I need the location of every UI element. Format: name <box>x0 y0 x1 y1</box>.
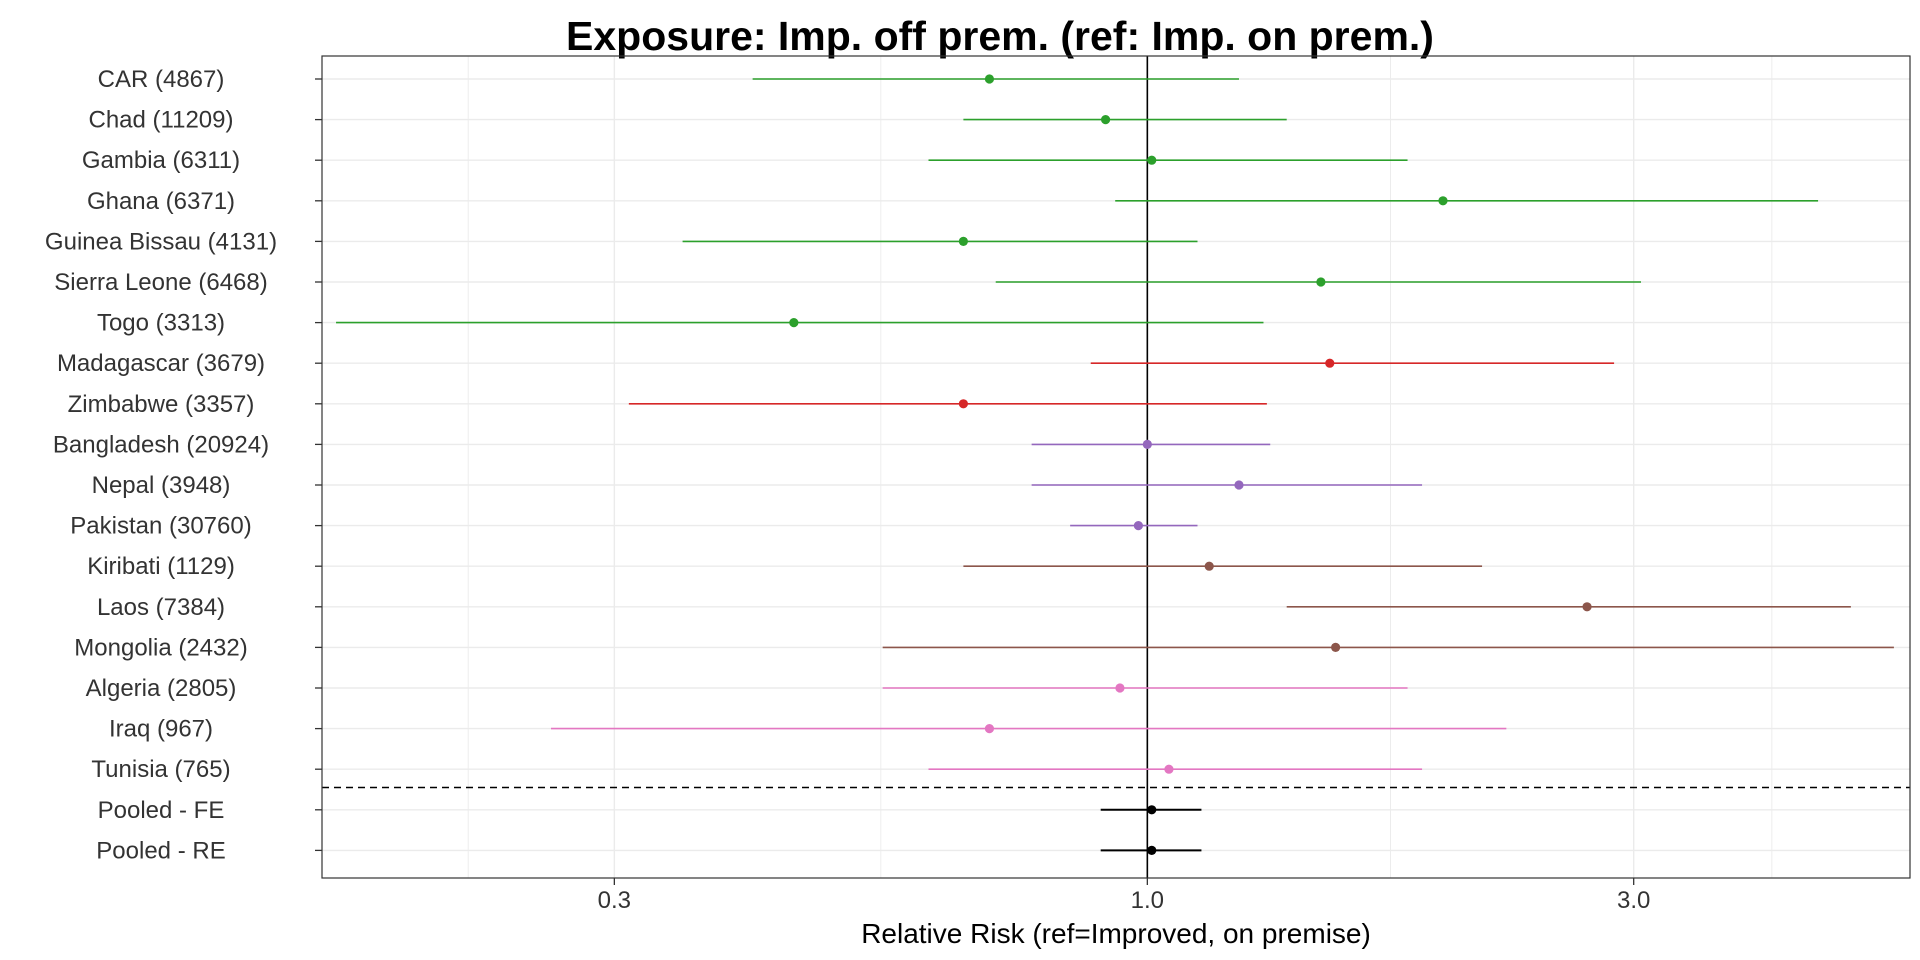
y-tick-label: Laos (7384) <box>97 594 225 621</box>
point-estimate <box>1100 115 1111 125</box>
y-tick-label: Pakistan (30760) <box>70 513 251 540</box>
y-tick-label: Kiribati (1129) <box>87 553 235 580</box>
x-tick-label: 0.3 <box>598 887 631 914</box>
y-tick-label: Pooled - RE <box>96 837 225 864</box>
chart-title: Exposure: Imp. off prem. (ref: Imp. on p… <box>566 13 1434 59</box>
point-estimate <box>984 724 995 734</box>
y-tick-label: Algeria (2805) <box>86 675 237 702</box>
point-estimate <box>789 318 799 328</box>
y-tick-label: Ghana (6371) <box>87 188 235 215</box>
x-axis-title: Relative Risk (ref=Improved, on premise) <box>861 918 1371 949</box>
y-tick-label: Bangladesh (20924) <box>53 431 269 458</box>
point-estimate <box>1331 642 1341 653</box>
y-axis-tick-labels: CAR (4867) Chad (11209) Gambia (6311) Ghana… <box>45 66 322 864</box>
y-tick-label: CAR (4867) <box>98 66 225 93</box>
y-tick-label: Togo (3313) <box>97 310 225 337</box>
y-tick-label: Tunisia (765) <box>91 756 230 783</box>
x-tick-label: 3.0 <box>1617 887 1650 914</box>
point-estimate <box>1325 358 1335 368</box>
point-estimate <box>1147 155 1157 165</box>
point-estimate <box>1316 277 1326 287</box>
point-estimate <box>1234 480 1244 490</box>
grid-lines <box>322 56 1910 878</box>
y-tick-label: Nepal (3948) <box>92 472 231 499</box>
point-estimate <box>1133 521 1143 531</box>
point-estimate <box>1115 683 1125 693</box>
point-estimate <box>1147 845 1157 856</box>
point-estimate <box>984 74 995 84</box>
x-axis-tick-labels: 0.3 1.0 3.0 <box>598 878 1650 914</box>
y-tick-label: Sierra Leone (6468) <box>54 269 267 296</box>
y-tick-label: Iraq (967) <box>109 716 213 743</box>
y-tick-label: Mongolia (2432) <box>74 634 247 661</box>
y-tick-label: Gambia (6311) <box>82 147 240 174</box>
y-tick-label: Guinea Bissau (4131) <box>45 228 277 255</box>
point-estimate <box>1142 439 1152 449</box>
point-estimate <box>1204 561 1214 571</box>
y-tick-label: Chad (11209) <box>89 107 234 134</box>
y-tick-label: Zimbabwe (3357) <box>68 391 255 418</box>
y-tick-label: Madagascar (3679) <box>57 350 265 377</box>
y-tick-label: Pooled - FE <box>98 797 225 824</box>
point-estimate <box>1438 196 1448 206</box>
x-tick-label: 1.0 <box>1131 887 1164 914</box>
point-estimate <box>1147 805 1157 815</box>
estimates-layer <box>336 74 1894 856</box>
panel-border <box>321 55 1911 879</box>
point-estimate <box>958 236 968 246</box>
point-estimate <box>1582 602 1592 612</box>
point-estimate <box>958 399 968 409</box>
point-estimate <box>1164 764 1174 774</box>
